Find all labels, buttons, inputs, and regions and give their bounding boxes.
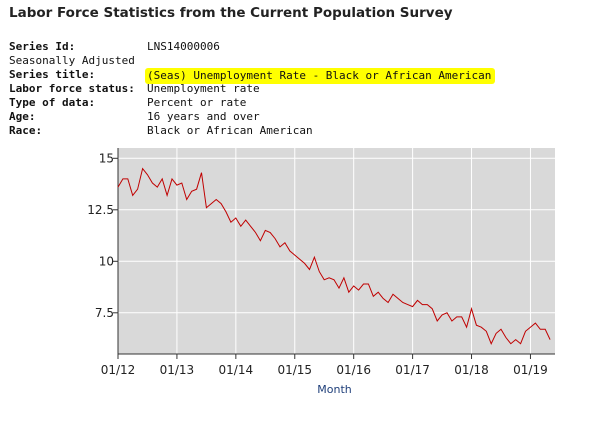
series-id-label: Series Id: xyxy=(9,40,76,53)
x-tick-label: 01/13 xyxy=(160,363,195,377)
x-tick-label: 01/16 xyxy=(336,363,371,377)
race-label: Race: xyxy=(9,124,43,137)
series-title-value: (Seas) Unemployment Rate - Black or Afri… xyxy=(145,68,496,84)
seasonally-adjusted-label: Seasonally Adjusted xyxy=(9,54,135,67)
y-tick-label: 12.5 xyxy=(87,203,114,217)
x-tick-label: 01/17 xyxy=(395,363,430,377)
x-tick-label: 01/12 xyxy=(101,363,136,377)
series-line xyxy=(117,167,551,345)
series-title-label: Series title: xyxy=(9,68,96,81)
labor-force-status-value: Unemployment rate xyxy=(147,82,260,95)
type-of-data-label: Type of data: xyxy=(9,96,96,109)
series-id-value: LNS14000006 xyxy=(147,40,220,53)
y-tick-label: 15 xyxy=(99,151,114,165)
age-value: 16 years and over xyxy=(147,110,260,123)
page-title: Labor Force Statistics from the Current … xyxy=(9,5,453,21)
y-tick-label: 10 xyxy=(99,254,114,268)
y-tick-label: 7.5 xyxy=(95,306,114,320)
x-tick-label: 01/15 xyxy=(277,363,312,377)
x-tick-label: 01/19 xyxy=(513,363,548,377)
plot-area xyxy=(118,148,555,354)
type-of-data-value: Percent or rate xyxy=(147,96,247,109)
x-tick-label: 01/18 xyxy=(454,363,489,377)
age-label: Age: xyxy=(9,110,36,123)
x-axis-title: Month xyxy=(317,383,352,396)
labor-force-status-label: Labor force status: xyxy=(9,82,135,95)
x-tick-label: 01/14 xyxy=(219,363,254,377)
race-value: Black or African American xyxy=(147,124,313,137)
